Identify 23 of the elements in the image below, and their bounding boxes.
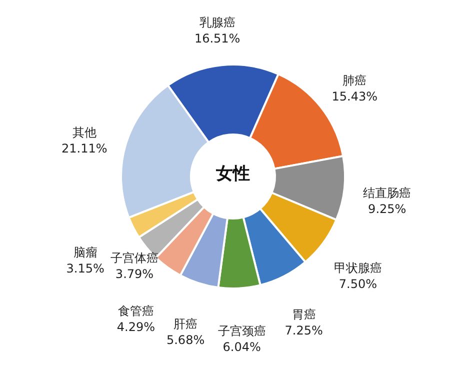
slice-label: 其他 — [72, 126, 96, 140]
slice-label: 肝癌 — [174, 317, 198, 332]
data-label: 9.25% — [368, 202, 406, 216]
data-label: 5.68% — [166, 333, 205, 348]
slice-label: 胃癌 — [292, 307, 316, 322]
data-label: 3.79% — [115, 267, 154, 282]
data-label: 16.51% — [194, 31, 240, 46]
slice-label: 甲状腺癌 — [334, 261, 382, 276]
data-label: 15.43% — [332, 89, 378, 104]
slice-label: 脑瘤 — [73, 245, 98, 260]
data-label: 3.15% — [66, 261, 104, 276]
data-label: 21.11% — [61, 142, 108, 156]
data-label: 7.25% — [284, 323, 323, 338]
data-label: 7.50% — [338, 277, 378, 292]
slice-label: 乳腺癌 — [199, 15, 236, 30]
data-label: 6.04% — [222, 340, 261, 354]
slice-label: 肺癌 — [342, 73, 367, 88]
slice-label: 结直肠癌 — [363, 186, 412, 200]
data-label: 4.29% — [116, 320, 156, 334]
slice-label: 食管癌 — [118, 304, 154, 318]
text: 女性 — [215, 164, 250, 184]
slice-label: 子宫颈癌 — [218, 324, 266, 338]
slice-label: 子宫体癌 — [110, 251, 158, 266]
